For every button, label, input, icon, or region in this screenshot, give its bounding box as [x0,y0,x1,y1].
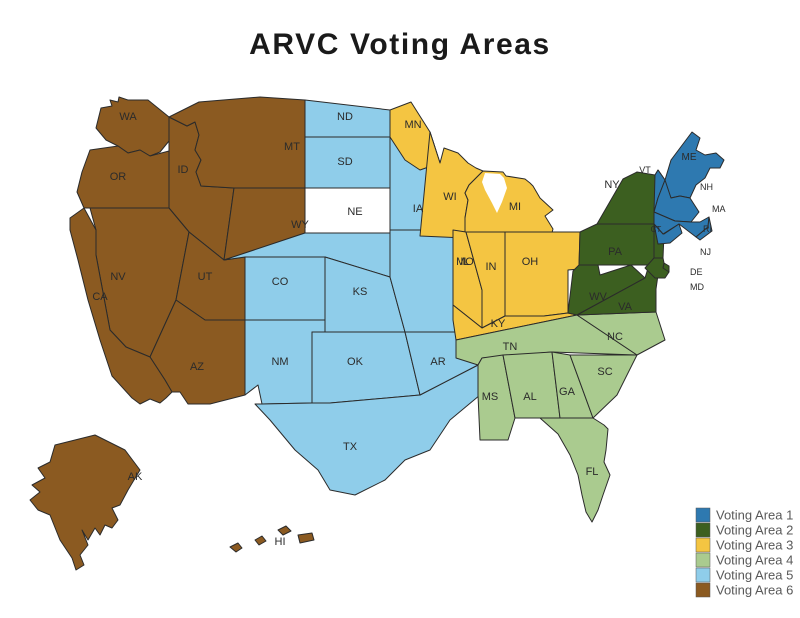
svg-text:Voting Area 5: Voting Area 5 [716,568,793,583]
svg-text:MS: MS [482,391,499,403]
svg-text:OH: OH [522,256,539,268]
svg-text:WV: WV [589,291,607,303]
svg-text:AR: AR [430,356,445,368]
svg-text:GA: GA [559,386,576,398]
svg-text:ID: ID [178,164,189,176]
svg-text:AL: AL [523,391,536,403]
svg-text:HI: HI [275,536,286,548]
svg-text:MA: MA [712,204,726,214]
svg-text:RI: RI [703,224,712,234]
svg-text:Voting Area 4: Voting Area 4 [716,553,793,568]
svg-text:MT: MT [284,141,300,153]
svg-text:FL: FL [586,466,599,478]
svg-text:MI: MI [509,201,521,213]
svg-text:SC: SC [597,366,612,378]
svg-text:MD: MD [690,282,704,292]
svg-text:TX: TX [343,441,358,453]
svg-text:WI: WI [443,191,456,203]
svg-text:AZ: AZ [190,361,204,373]
svg-text:OR: OR [110,171,127,183]
svg-text:UT: UT [198,271,213,283]
svg-text:NC: NC [607,331,623,343]
svg-text:VT: VT [639,165,651,175]
svg-text:NY: NY [604,179,620,191]
svg-text:NJ: NJ [700,247,711,257]
svg-text:Voting Area 6: Voting Area 6 [716,583,793,598]
svg-text:SD: SD [337,156,352,168]
svg-text:Voting Area 3: Voting Area 3 [716,538,793,553]
svg-text:AK: AK [128,471,143,483]
svg-text:OK: OK [347,356,364,368]
svg-text:KS: KS [353,286,368,298]
svg-text:DE: DE [690,267,703,277]
svg-text:IA: IA [413,203,424,215]
svg-text:CT: CT [651,225,662,234]
svg-text:VA: VA [618,301,633,313]
svg-text:WA: WA [119,111,137,123]
svg-text:NE: NE [347,206,362,218]
svg-text:NH: NH [700,182,713,192]
svg-text:NM: NM [271,356,288,368]
svg-text:Voting Area 1: Voting Area 1 [716,508,793,523]
svg-text:MN: MN [404,119,421,131]
svg-text:ND: ND [337,111,353,123]
svg-text:ME: ME [682,152,697,163]
svg-text:IL: IL [460,256,469,268]
svg-text:TN: TN [503,341,518,353]
svg-text:CA: CA [92,291,108,303]
svg-text:CO: CO [272,276,289,288]
svg-text:WY: WY [291,219,309,231]
svg-text:IN: IN [486,261,497,273]
svg-text:PA: PA [608,246,623,258]
svg-text:KY: KY [491,318,506,330]
svg-text:Voting Area 2: Voting Area 2 [716,523,793,538]
svg-text:NV: NV [110,271,126,283]
